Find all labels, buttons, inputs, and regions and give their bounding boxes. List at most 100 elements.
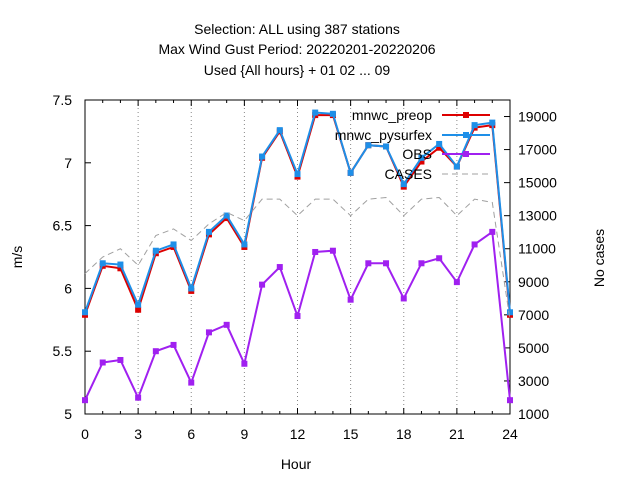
y-tick-label: 7: [64, 155, 72, 171]
data-point: [205, 228, 212, 235]
x-tick-label: 24: [502, 426, 518, 442]
data-point: [117, 261, 124, 268]
legend-marker: [463, 151, 469, 157]
series-cases: [84, 196, 511, 320]
y2-tick-label: 5000: [518, 340, 549, 356]
data-point: [329, 110, 336, 117]
data-point: [347, 169, 354, 176]
y2-tick-label: 13000: [518, 208, 557, 224]
data-point: [365, 260, 372, 267]
data-point: [453, 163, 460, 170]
grid: [137, 100, 458, 414]
data-point: [170, 341, 177, 348]
data-point: [241, 241, 248, 248]
legend-marker: [463, 112, 469, 118]
data-point: [82, 309, 88, 316]
y2-tick-label: 19000: [518, 109, 557, 125]
title-line-3: Used {All hours} + 01 02 ... 09: [204, 62, 391, 78]
x-axis-label: Hour: [281, 456, 312, 472]
data-point: [188, 285, 195, 292]
data-point: [152, 247, 159, 254]
data-point: [188, 379, 195, 386]
title-line-2: Max Wind Gust Period: 20220201-20220206: [158, 41, 435, 57]
axes: 0 3 6 9 12 15 18 21 24 5 5.5 6 6.5 7 7.5 1000 3000 5000 70…: [53, 92, 558, 442]
data-point: [223, 321, 230, 328]
y-axis-label: m/s: [9, 246, 25, 269]
data-point: [365, 142, 372, 149]
data-point: [312, 109, 319, 116]
data-point: [507, 309, 513, 316]
chart-title: Selection: ALL using 387 stations Max Wi…: [158, 21, 435, 78]
legend-marker: [463, 132, 469, 138]
data-point: [135, 301, 142, 308]
data-point: [99, 260, 106, 267]
data-point: [400, 295, 407, 302]
x-tick-label: 12: [290, 426, 306, 442]
y-tick-label: 6.5: [53, 218, 73, 234]
legend-label: CASES: [385, 166, 432, 182]
data-point: [436, 140, 443, 147]
data-point: [170, 241, 177, 248]
y-tick-label: 6: [64, 280, 72, 296]
series-mnwc_preop: [82, 112, 513, 318]
data-point: [82, 397, 88, 404]
data-point: [436, 255, 443, 262]
x-tick-label: 3: [134, 426, 142, 442]
y-tick-label: 5.5: [53, 343, 73, 359]
x-tick-label: 0: [81, 426, 89, 442]
x-tick-label: 9: [240, 426, 248, 442]
y2-tick-label: 3000: [518, 373, 549, 389]
data-point: [507, 397, 513, 404]
data-point: [152, 348, 159, 355]
data-point: [294, 313, 301, 320]
data-point: [276, 127, 283, 134]
data-point: [489, 228, 496, 235]
y2-tick-label: 7000: [518, 307, 549, 323]
data-point: [489, 119, 496, 126]
data-point: [241, 360, 248, 367]
x-tick-label: 15: [343, 426, 359, 442]
x-tick-label: 18: [396, 426, 412, 442]
y2-tick-label: 9000: [518, 274, 549, 290]
data-point: [471, 241, 478, 248]
data-point: [259, 153, 266, 160]
data-point: [135, 394, 142, 401]
data-point: [383, 260, 390, 267]
data-point: [276, 264, 283, 271]
data-point: [294, 171, 301, 178]
data-point: [117, 356, 124, 363]
legend-label: OBS: [402, 146, 432, 162]
data-point: [205, 329, 212, 336]
data-point: [436, 144, 443, 151]
series-mnwc_pysurfex: [82, 109, 513, 316]
data-point: [418, 158, 425, 165]
data-point: [418, 260, 425, 267]
y-tick-label: 7.5: [53, 92, 73, 108]
y-tick-label: 5: [64, 406, 72, 422]
data-point: [99, 359, 106, 366]
y2-tick-label: 17000: [518, 142, 557, 158]
data-point: [453, 279, 460, 286]
y2-tick-label: 11000: [518, 241, 556, 257]
data-point: [312, 248, 319, 255]
data-point: [471, 122, 478, 129]
data-point: [418, 154, 425, 161]
data-point: [135, 306, 142, 313]
title-line-1: Selection: ALL using 387 stations: [194, 21, 400, 37]
y2-axis-label: No cases: [591, 229, 607, 287]
data-point: [383, 143, 390, 150]
y2-tick-label: 1000: [518, 406, 549, 422]
data-point: [223, 212, 230, 219]
y2-tick-label: 15000: [518, 175, 557, 191]
x-tick-label: 6: [187, 426, 195, 442]
data-point: [329, 247, 336, 254]
data-point: [259, 281, 266, 288]
series-line: [84, 196, 511, 320]
legend-label: mnwc_pysurfex: [335, 127, 432, 143]
data-point: [117, 265, 124, 272]
legend-label: mnwc_preop: [352, 107, 432, 123]
data-point: [347, 296, 354, 303]
data-point: [400, 181, 407, 188]
series-obs: [82, 228, 513, 404]
